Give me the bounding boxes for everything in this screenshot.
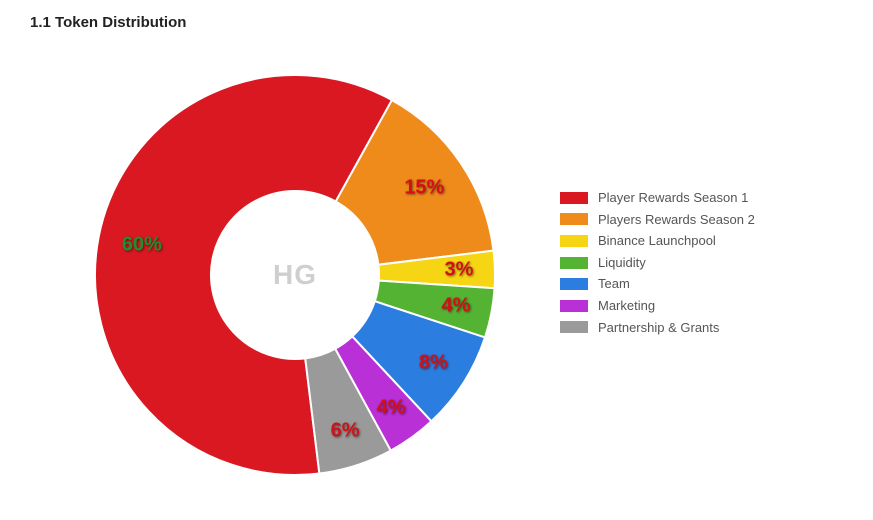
legend-label: Players Rewards Season 2 xyxy=(598,212,755,228)
donut-chart: HG 60%15%3%4%8%4%6% xyxy=(80,60,510,490)
page-title: 1.1 Token Distribution xyxy=(30,14,186,31)
legend-label: Player Rewards Season 1 xyxy=(598,190,748,206)
legend-item: Liquidity xyxy=(560,255,755,271)
legend-item: Team xyxy=(560,276,755,292)
legend-label: Team xyxy=(598,276,630,292)
legend-swatch xyxy=(560,213,588,225)
legend-swatch xyxy=(560,257,588,269)
legend-item: Partnership & Grants xyxy=(560,320,755,336)
legend-item: Player Rewards Season 1 xyxy=(560,190,755,206)
legend-swatch xyxy=(560,235,588,247)
legend-label: Partnership & Grants xyxy=(598,320,719,336)
legend-swatch xyxy=(560,321,588,333)
legend-item: Binance Launchpool xyxy=(560,233,755,249)
legend-label: Liquidity xyxy=(598,255,646,271)
legend-swatch xyxy=(560,300,588,312)
legend-swatch xyxy=(560,192,588,204)
legend-label: Marketing xyxy=(598,298,655,314)
legend-label: Binance Launchpool xyxy=(598,233,716,249)
legend-swatch xyxy=(560,278,588,290)
legend-item: Players Rewards Season 2 xyxy=(560,212,755,228)
legend-item: Marketing xyxy=(560,298,755,314)
legend: Player Rewards Season 1 Players Rewards S… xyxy=(560,190,755,341)
donut-svg xyxy=(80,60,510,490)
